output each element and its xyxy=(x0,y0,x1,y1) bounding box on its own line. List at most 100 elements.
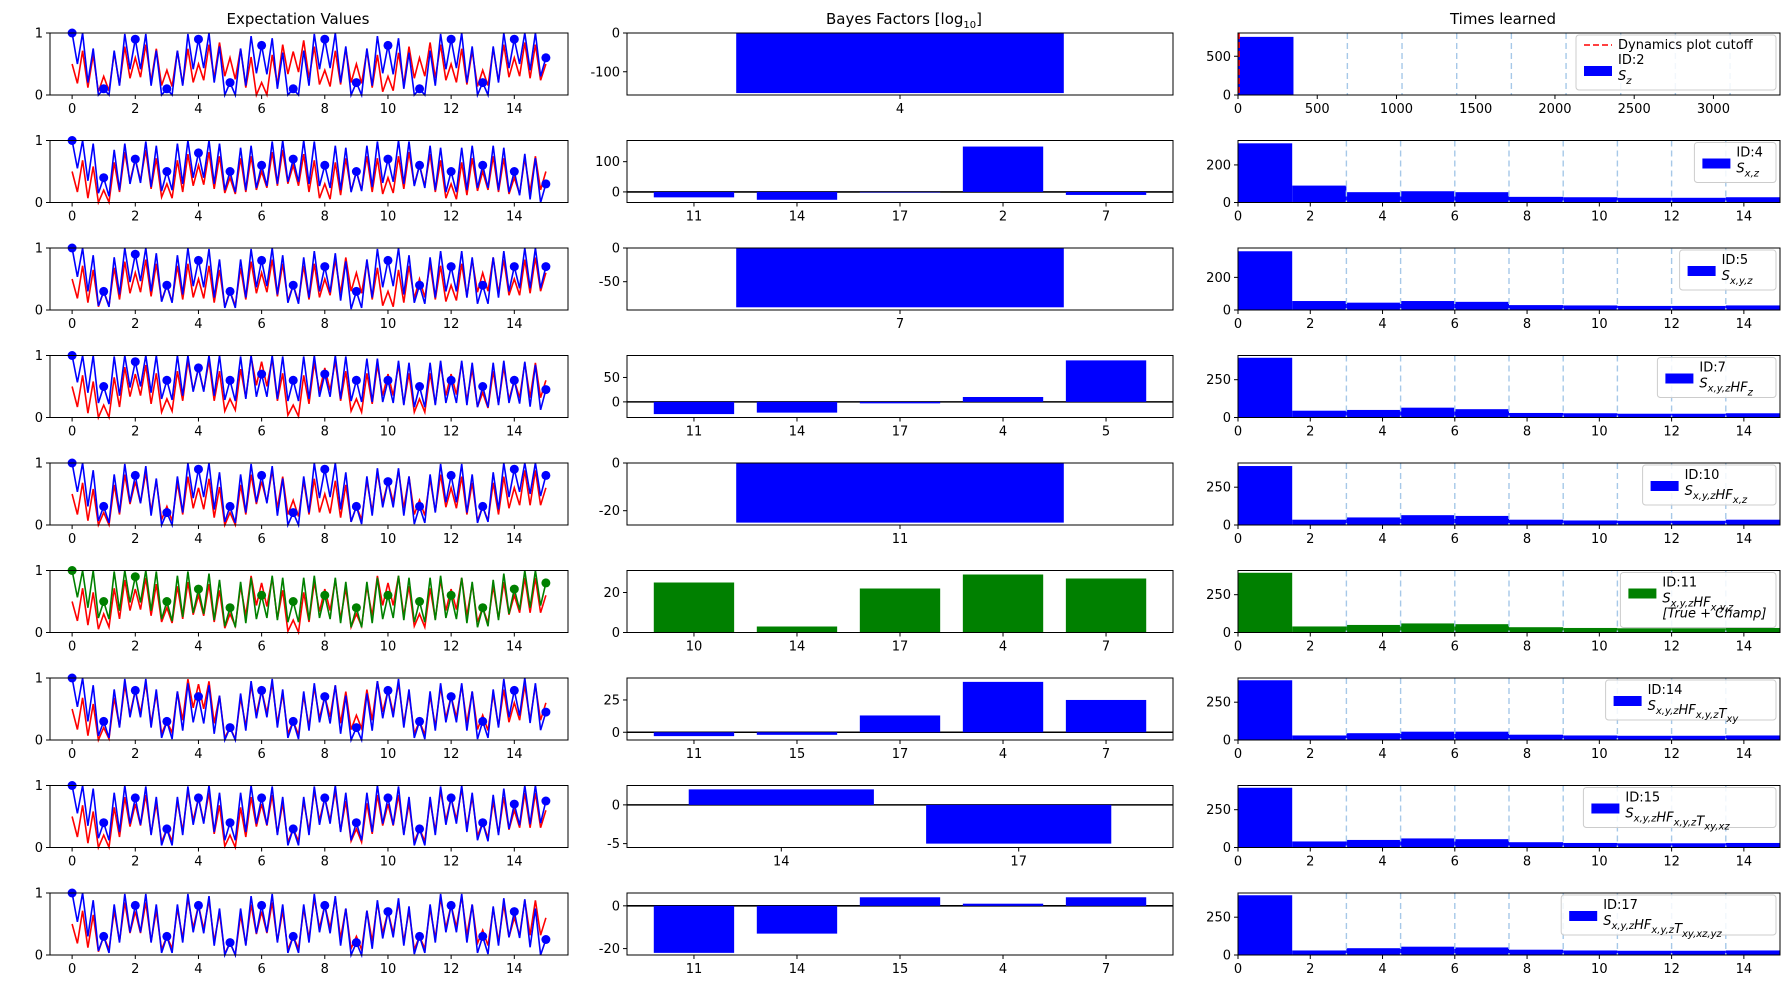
data-point xyxy=(162,716,172,726)
data-point xyxy=(162,375,172,385)
hist-bar xyxy=(1238,143,1293,203)
y-tick-label: 250 xyxy=(1206,373,1231,388)
x-tick-label: 10 xyxy=(380,962,397,977)
y-tick-label: 25 xyxy=(603,693,620,708)
data-point xyxy=(383,154,393,164)
x-tick-label: 4 xyxy=(1378,640,1386,655)
x-tick-label: 12 xyxy=(443,855,460,870)
axes-frame xyxy=(626,140,1174,203)
x-tick-label: 0 xyxy=(68,210,76,225)
bayes-title-end: ] xyxy=(976,10,982,28)
x-tick-label: 10 xyxy=(380,532,397,547)
series-line-1 xyxy=(71,32,547,99)
x-tick-label: 6 xyxy=(257,102,265,117)
x-tick-label: 6 xyxy=(1451,962,1459,977)
data-point xyxy=(288,375,298,385)
data-point xyxy=(193,900,203,910)
x-tick-label: 4 xyxy=(194,640,202,655)
x-tick-label: 8 xyxy=(321,532,329,547)
bar-4 xyxy=(962,681,1044,733)
legend-swatch-bar xyxy=(1628,588,1657,599)
y-tick-label: 0 xyxy=(1223,949,1231,964)
x-tick-label: 4 xyxy=(194,532,202,547)
data-point xyxy=(288,280,298,290)
x-tick-label: 14 xyxy=(789,640,806,655)
data-point xyxy=(351,603,361,613)
axes-frame xyxy=(1237,892,1781,956)
series-line-1 xyxy=(71,462,547,529)
legend-box xyxy=(1575,34,1777,91)
data-point xyxy=(383,907,393,917)
data-point xyxy=(130,34,140,44)
y-tick-label: 0 xyxy=(612,798,620,813)
hist-bar xyxy=(1346,192,1401,203)
data-point xyxy=(257,160,267,170)
data-point xyxy=(320,34,330,44)
x-tick-label: 8 xyxy=(321,425,329,440)
y-tick-label: 1 xyxy=(35,887,43,902)
series-line-1 xyxy=(71,140,547,203)
data-point xyxy=(383,590,393,600)
data-point xyxy=(193,793,203,803)
data-point xyxy=(415,160,425,170)
axes-frame xyxy=(49,32,569,96)
x-tick-label: 2 xyxy=(131,532,139,547)
legend-box xyxy=(1605,679,1777,721)
data-point xyxy=(225,78,235,88)
y-tick-label: 0 xyxy=(35,89,43,104)
x-tick-label: 14 xyxy=(506,317,523,332)
axes-frame xyxy=(1237,785,1781,848)
x-tick-label: 15 xyxy=(789,747,806,762)
hist-bar xyxy=(1725,197,1780,203)
panel-r1-c0: 0 2 4 6 8 10 12 14 0 1 xyxy=(35,134,569,225)
bayes-title-main: Bayes Factors [log xyxy=(826,10,963,28)
axes-frame xyxy=(1237,247,1781,311)
data-point xyxy=(99,597,109,606)
data-point xyxy=(162,280,172,290)
bar-14 xyxy=(756,905,838,934)
x-tick-label: 4 xyxy=(194,962,202,977)
panel-r5-c1: 10 14 17 4 7 0 20 xyxy=(603,570,1174,655)
legend-label: ID:14 xyxy=(1648,683,1683,698)
x-tick-label: 12 xyxy=(443,317,460,332)
bar-14 xyxy=(756,401,838,413)
panel-r3-c2: 0 2 4 6 8 10 12 14 ID:7Sx,y,zHFz 0 250 xyxy=(1206,355,1781,440)
y-tick-label: -50 xyxy=(599,275,620,290)
bar-4 xyxy=(962,396,1044,402)
y-tick-label: 0 xyxy=(1223,411,1231,426)
data-point xyxy=(99,382,109,391)
legend-label: ID:11 xyxy=(1662,576,1697,591)
x-tick-label: 0 xyxy=(68,747,76,762)
x-tick-label: 8 xyxy=(321,640,329,655)
panel-r7-c1: 14 17 -5 0 xyxy=(607,785,1174,870)
data-point xyxy=(383,793,393,803)
data-point xyxy=(193,692,203,702)
y-tick-label: 0 xyxy=(612,626,620,641)
x-tick-label: 0 xyxy=(68,425,76,440)
bar-17 xyxy=(859,401,941,404)
x-tick-label: 6 xyxy=(1451,317,1459,332)
y-tick-label: 0 xyxy=(1223,196,1231,211)
x-tick-label: 10 xyxy=(380,317,397,332)
x-tick-label: 2 xyxy=(131,102,139,117)
x-tick-label: 10 xyxy=(1591,317,1608,332)
series-line-1 xyxy=(71,785,547,846)
hist-bar xyxy=(1292,185,1347,203)
hist-bar xyxy=(1509,627,1564,633)
bar-4 xyxy=(962,903,1044,906)
panel-r4-c1: 11 -20 0 xyxy=(599,457,1174,547)
y-tick-label: 0 xyxy=(35,519,43,534)
hist-bar xyxy=(1617,305,1672,310)
data-point xyxy=(509,584,519,594)
data-point xyxy=(478,382,488,391)
legend-label: ID:4 xyxy=(1736,146,1763,161)
data-point xyxy=(193,584,203,594)
data-point xyxy=(99,173,109,183)
data-point xyxy=(288,84,298,94)
x-tick-label: 14 xyxy=(506,210,523,225)
data-point xyxy=(446,793,456,803)
hist-bar xyxy=(1238,895,1293,955)
series-line-0 xyxy=(71,149,547,206)
